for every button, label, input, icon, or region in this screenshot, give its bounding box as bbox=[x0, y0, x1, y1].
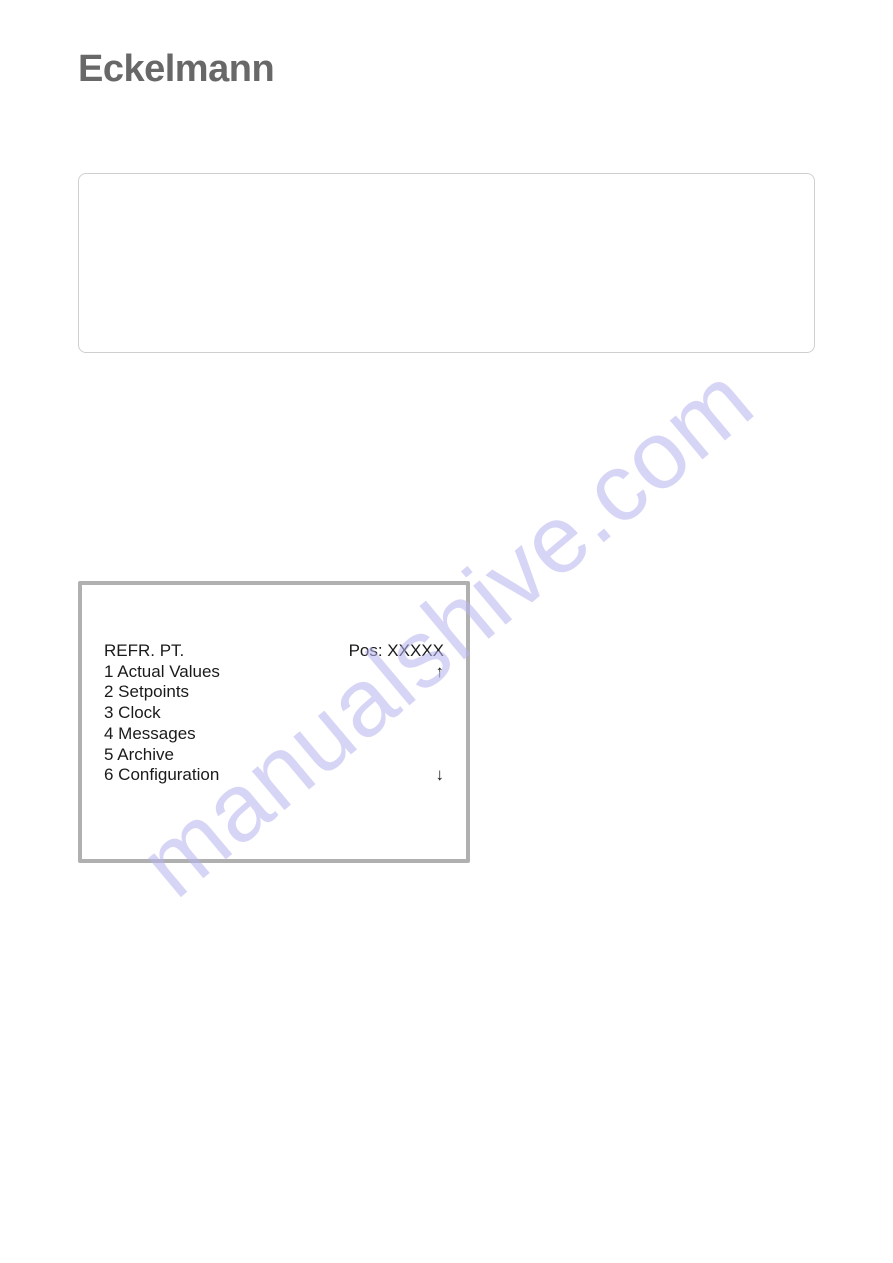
page-root: Eckelmann REFR. PT. Pos: XXXXX 1 Actual … bbox=[0, 0, 893, 1263]
screen-header-left: REFR. PT. bbox=[104, 641, 184, 662]
menu-item-label: 2 Setpoints bbox=[104, 682, 189, 703]
menu-item-label: 5 Archive bbox=[104, 745, 174, 766]
menu-row: 3 Clock bbox=[104, 703, 444, 724]
menu-item-label: 3 Clock bbox=[104, 703, 161, 724]
info-box bbox=[78, 173, 815, 353]
menu-row: 6 Configuration ↓ bbox=[104, 765, 444, 786]
screen-header-right: Pos: XXXXX bbox=[344, 641, 444, 662]
menu-screen: REFR. PT. Pos: XXXXX 1 Actual Values ↑ 2… bbox=[78, 581, 470, 863]
menu-row: 2 Setpoints bbox=[104, 682, 444, 703]
menu-item-label: 1 Actual Values bbox=[104, 662, 220, 683]
up-arrow-icon: ↑ bbox=[344, 662, 444, 683]
screen-header-row: REFR. PT. Pos: XXXXX bbox=[104, 641, 444, 662]
brand-title: Eckelmann bbox=[78, 48, 815, 91]
menu-item-label: 6 Configuration bbox=[104, 765, 219, 786]
menu-row: 5 Archive bbox=[104, 745, 444, 766]
menu-row: 1 Actual Values ↑ bbox=[104, 662, 444, 683]
menu-item-label: 4 Messages bbox=[104, 724, 196, 745]
down-arrow-icon: ↓ bbox=[344, 765, 444, 786]
menu-row: 4 Messages bbox=[104, 724, 444, 745]
